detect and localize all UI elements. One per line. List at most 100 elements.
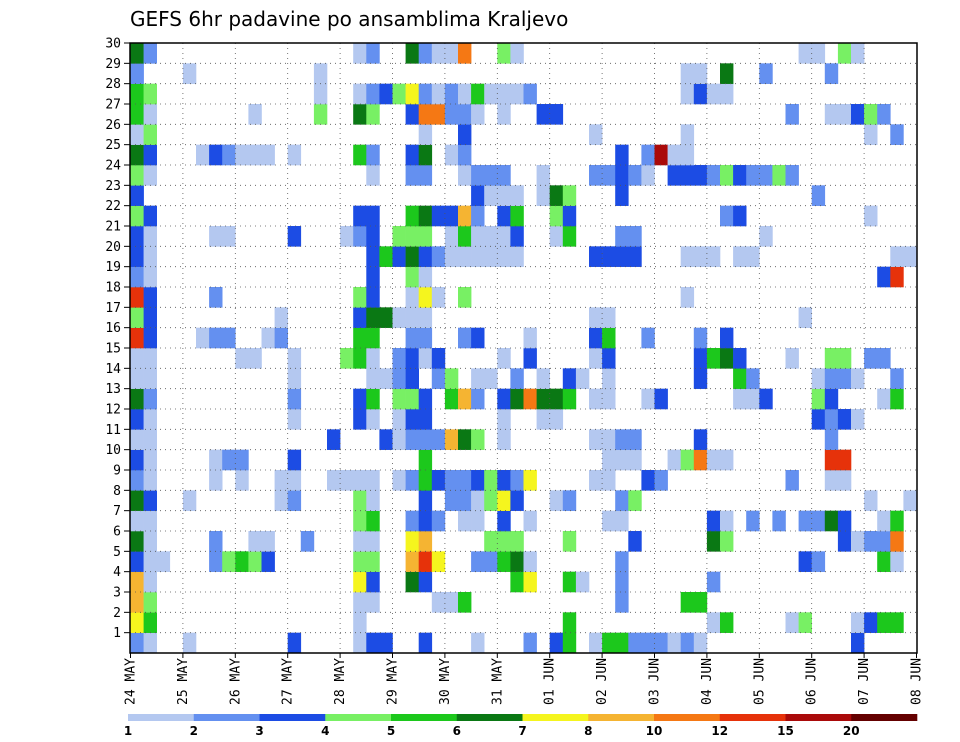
heatmap-cell xyxy=(484,490,498,511)
heatmap-cell xyxy=(130,612,144,633)
heatmap-cell xyxy=(510,368,524,389)
heatmap-cell xyxy=(484,83,498,105)
heatmap-cell xyxy=(418,266,433,288)
heatmap-cell xyxy=(182,490,197,511)
legend-swatch xyxy=(128,714,195,721)
heatmap-cell xyxy=(759,388,773,410)
heatmap-cell xyxy=(222,226,236,247)
heatmap-cell xyxy=(366,307,380,328)
heatmap-cell xyxy=(851,632,865,654)
heatmap-cell xyxy=(418,490,433,511)
heatmap-cell xyxy=(405,246,419,267)
heatmap-cell xyxy=(497,43,511,64)
heatmap-cell xyxy=(405,429,419,450)
heatmap-cell xyxy=(431,246,446,267)
heatmap-cell xyxy=(471,632,485,654)
heatmap-cell xyxy=(353,287,367,308)
heatmap-cell xyxy=(366,531,380,552)
heatmap-cell xyxy=(418,632,433,654)
heatmap-cell xyxy=(130,388,144,410)
y-tick-label: 8 xyxy=(113,484,121,499)
heatmap-cell xyxy=(366,368,380,389)
y-tick-label: 1 xyxy=(113,626,121,641)
heatmap-cell xyxy=(484,226,498,247)
heatmap-cell xyxy=(444,43,459,64)
heatmap-cell xyxy=(628,226,642,247)
chart-title: GEFS 6hr padavine po ansamblima Kraljevo xyxy=(130,7,568,31)
heatmap-cell xyxy=(706,165,721,186)
heatmap-cell xyxy=(654,144,668,166)
heatmap-cell xyxy=(628,429,642,450)
heatmap-cell xyxy=(458,83,472,105)
heatmap-cell xyxy=(693,449,708,471)
heatmap-cell xyxy=(392,83,406,105)
heatmap-cell xyxy=(353,327,367,349)
heatmap-cell xyxy=(209,531,223,552)
heatmap-cell xyxy=(143,144,157,166)
heatmap-cell xyxy=(497,531,511,552)
heatmap-cell xyxy=(615,165,629,186)
heatmap-cell xyxy=(143,368,157,389)
heatmap-cell xyxy=(418,510,433,532)
heatmap-cell xyxy=(458,124,472,145)
heatmap-cell xyxy=(143,165,157,186)
heatmap-cell xyxy=(143,287,157,308)
heatmap-cell xyxy=(523,571,537,593)
heatmap-cell xyxy=(209,327,223,349)
heatmap-cell xyxy=(549,409,564,430)
heatmap-cell xyxy=(720,348,734,369)
heatmap-cell xyxy=(222,551,236,572)
heatmap-cell xyxy=(353,470,367,491)
heatmap-cell xyxy=(130,368,144,389)
heatmap-cell xyxy=(720,63,734,84)
legend-label: 6 xyxy=(453,724,461,738)
heatmap-cell xyxy=(300,531,315,552)
heatmap-cell xyxy=(824,368,839,389)
heatmap-cell xyxy=(431,348,446,369)
heatmap-cell xyxy=(589,165,603,186)
heatmap-cell xyxy=(261,531,275,552)
heatmap-cell xyxy=(130,185,144,206)
heatmap-cell xyxy=(248,551,262,572)
heatmap-cell xyxy=(143,470,157,491)
heatmap-cell xyxy=(824,470,839,491)
heatmap-cell xyxy=(353,43,367,64)
heatmap-cell xyxy=(562,205,577,227)
heatmap-cell xyxy=(877,388,891,410)
heatmap-cell xyxy=(680,165,695,186)
legend-label: 10 xyxy=(646,724,663,738)
heatmap-cell xyxy=(484,165,498,186)
heatmap-cell xyxy=(759,165,773,186)
y-tick-label: 26 xyxy=(105,118,121,133)
heatmap-cell xyxy=(602,368,616,389)
heatmap-cell xyxy=(628,490,642,511)
x-tick-label: 07 JUN xyxy=(857,658,872,705)
legend-swatch xyxy=(456,714,523,721)
heatmap-cell xyxy=(536,368,550,389)
heatmap-cell xyxy=(851,409,865,430)
heatmap-cell xyxy=(798,612,812,633)
heatmap-cell xyxy=(693,592,708,613)
heatmap-cell xyxy=(471,185,485,206)
y-tick-label: 22 xyxy=(105,199,121,214)
heatmap-cell xyxy=(431,510,446,532)
heatmap-cell xyxy=(340,226,354,247)
heatmap-cell xyxy=(798,510,812,532)
heatmap-cell xyxy=(418,83,433,105)
heatmap-cell xyxy=(824,104,839,125)
heatmap-cell xyxy=(392,470,406,491)
heatmap-cell xyxy=(418,165,433,186)
y-tick-label: 5 xyxy=(113,545,121,560)
heatmap-cell xyxy=(458,43,472,64)
heatmap-cell xyxy=(130,592,144,613)
heatmap-cell xyxy=(366,510,380,532)
heatmap-cell xyxy=(366,327,380,349)
heatmap-cell xyxy=(746,388,760,410)
heatmap-cell xyxy=(851,531,865,552)
y-tick-label: 23 xyxy=(105,179,121,194)
heatmap-cell xyxy=(313,83,328,105)
heatmap-cell xyxy=(366,205,380,227)
heatmap-cell xyxy=(785,165,799,186)
heatmap-cell xyxy=(458,592,472,613)
y-tick-label: 9 xyxy=(113,464,121,479)
